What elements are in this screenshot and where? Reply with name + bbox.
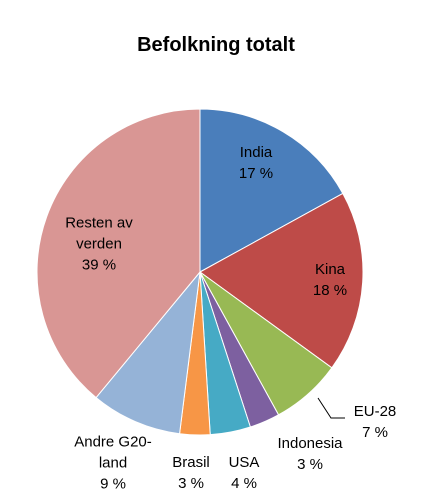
category-label: Brasil (172, 454, 210, 471)
value-label: 17 % (238, 165, 274, 182)
value-label: 9 % (100, 475, 126, 493)
slice-label: Andre G20-land 9 % (73, 432, 153, 495)
category-label: EU-28 (353, 403, 397, 420)
category-label: Kina (314, 261, 346, 278)
slice-label: Kina 18 % (313, 259, 347, 301)
value-label: 4 % (231, 475, 257, 492)
pie-slice (199, 192, 364, 369)
category-label: Andre G20-land (74, 433, 152, 472)
value-label: 18 % (312, 282, 348, 299)
slice-label: Resten av verden 39 % (52, 213, 147, 276)
slice-label: EU-28 7 % (354, 401, 397, 443)
slice-label: Indonesia 3 % (277, 433, 342, 475)
slice-label: Brasil 3 % (172, 452, 210, 494)
chart-title: Befolkning totalt (137, 34, 295, 56)
slice-label: India 17 % (239, 142, 273, 184)
value-label: 3 % (178, 475, 204, 492)
pie-slice (95, 270, 201, 435)
pie-slice (199, 108, 344, 273)
value-label: 39 % (81, 256, 117, 274)
category-label: India (239, 144, 273, 161)
category-label: Resten av verden (65, 214, 133, 253)
category-label: Indonesia (277, 435, 343, 452)
slice-label: USA 4 % (229, 452, 260, 494)
category-label: USA (228, 454, 260, 471)
leader-line (317, 397, 345, 419)
pie-slice (36, 108, 201, 399)
value-label: 3 % (297, 456, 323, 473)
value-label: 7 % (362, 424, 388, 441)
